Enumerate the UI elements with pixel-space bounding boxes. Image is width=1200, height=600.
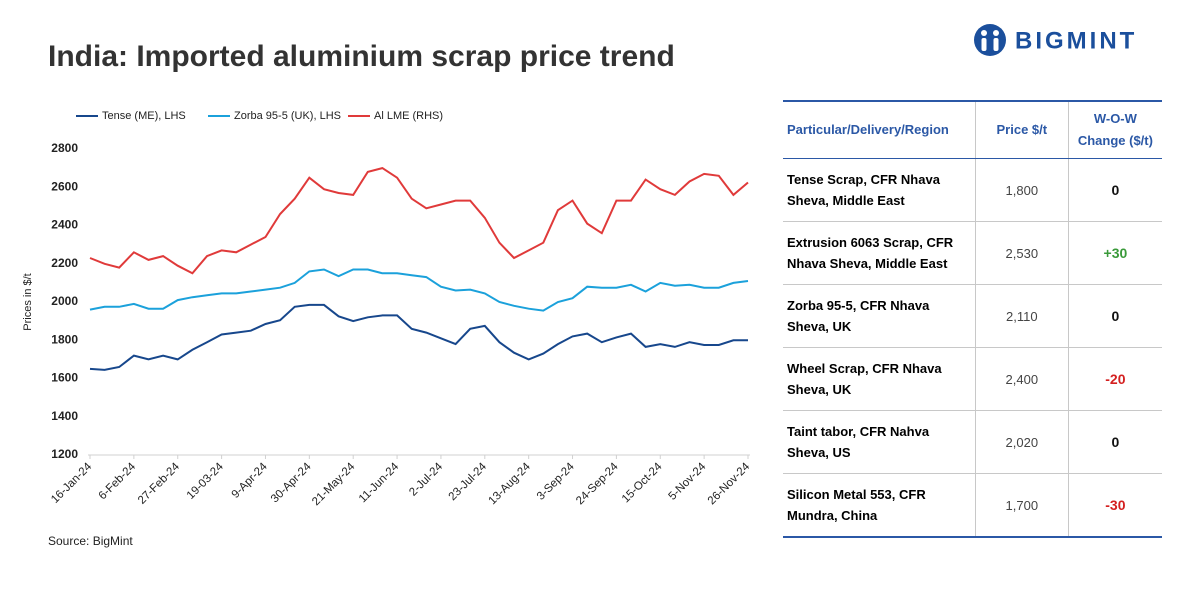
x-tick-label: 15-Oct-24 [620,460,665,505]
series-line [89,303,748,371]
y-tick-label: 1600 [51,371,78,385]
y-tick-label: 1400 [51,409,78,423]
x-tick-label: 3-Sep-24 [535,460,577,502]
table-row: Taint tabor, CFR Nahva Sheva, US 2,020 0 [783,410,1162,474]
table-cell: Zorba 95-5, CFR Nhava Sheva, UK [783,284,976,348]
table-row: Silicon Metal 553, CFR Mundra, China 1,70… [783,473,1162,538]
price-table: Particular/Delivery/Region Price $/t W-O-W… [783,100,1162,538]
x-tick-label: 2-Jul-24 [407,460,445,498]
table-cell: 2,530 [974,221,1069,285]
table-cell: Wheel Scrap, CFR Nhava Sheva, UK [783,347,976,411]
legend-label: Zorba 95-5 (UK), LHS [234,110,341,122]
x-tick-label: 30-Apr-24 [269,460,314,505]
table-cell: 0 [1067,158,1162,222]
table-cell: 0 [1067,410,1162,474]
x-tick-label: 23-Jul-24 [447,460,490,503]
table-cell: Taint tabor, CFR Nahva Sheva, US [783,410,976,474]
logo-text: BIGMINT [1015,27,1137,54]
y-tick-label: 2000 [51,294,78,308]
legend-label: Al LME (RHS) [374,110,443,122]
x-tick-label: 9-Apr-24 [230,460,271,501]
table-cell: 2,400 [974,347,1069,411]
series-line [89,167,749,275]
table-row: Zorba 95-5, CFR Nhava Sheva, UK 2,110 0 [783,284,1162,348]
x-tick-label: 13-Aug-24 [486,460,533,507]
table-cell: 1,800 [974,158,1069,222]
table-cell: 2,110 [974,284,1069,348]
table-cell: -20 [1067,347,1162,411]
table-cell: +30 [1067,221,1162,285]
header-cell: Particular/Delivery/Region [783,100,976,159]
y-tick-label: 2600 [51,179,78,193]
y-axis-label: Prices in $/t [22,273,34,330]
x-tick-label: 5-Nov-24 [666,460,708,502]
header-cell: Price $/t [974,100,1069,159]
table-cell: 1,700 [974,473,1069,538]
y-tick-label: 2800 [51,141,78,155]
header-cell: W-O-W Change ($/t) [1067,100,1162,159]
x-tick-label: 24-Sep-24 [574,460,621,507]
series-line [89,268,749,312]
x-tick-label: 6-Feb-24 [97,460,139,502]
legend-label: Tense (ME), LHS [102,110,186,122]
x-tick-label: 16-Jan-24 [49,460,95,506]
logo-icon [974,24,1006,56]
y-tick-label: 2200 [51,256,78,270]
table-cell: Silicon Metal 553, CFR Mundra, China [783,473,976,538]
table-cell: 2,020 [974,410,1069,474]
table-row: Tense Scrap, CFR Nhava Sheva, Middle Eas… [783,158,1162,222]
x-tick-label: 26-Nov-24 [706,460,753,507]
table-cell: Tense Scrap, CFR Nhava Sheva, Middle Eas… [783,158,976,222]
chart-title: India: Imported aluminium scrap price tr… [48,40,675,73]
x-tick-label: 21-May-24 [310,460,358,508]
table-row: Extrusion 6063 Scrap, CFR Nhava Sheva, M… [783,221,1162,285]
x-tick-label: 19-03-24 [185,460,226,501]
header-row: Particular/Delivery/Region Price $/t W-O-W… [783,100,1162,159]
source-note: Source: BigMint [48,534,133,548]
y-tick-label: 1200 [51,447,78,461]
table-cell: Extrusion 6063 Scrap, CFR Nhava Sheva, M… [783,221,976,285]
table-row: Wheel Scrap, CFR Nhava Sheva, UK 2,400 -20 [783,347,1162,411]
x-tick-label: 11-Jun-24 [357,460,402,505]
table-cell: -30 [1067,473,1162,538]
table-cell: 0 [1067,284,1162,348]
y-tick-label: 2400 [51,218,78,232]
y-tick-label: 1800 [51,332,78,346]
x-tick-label: 27-Feb-24 [136,460,182,506]
